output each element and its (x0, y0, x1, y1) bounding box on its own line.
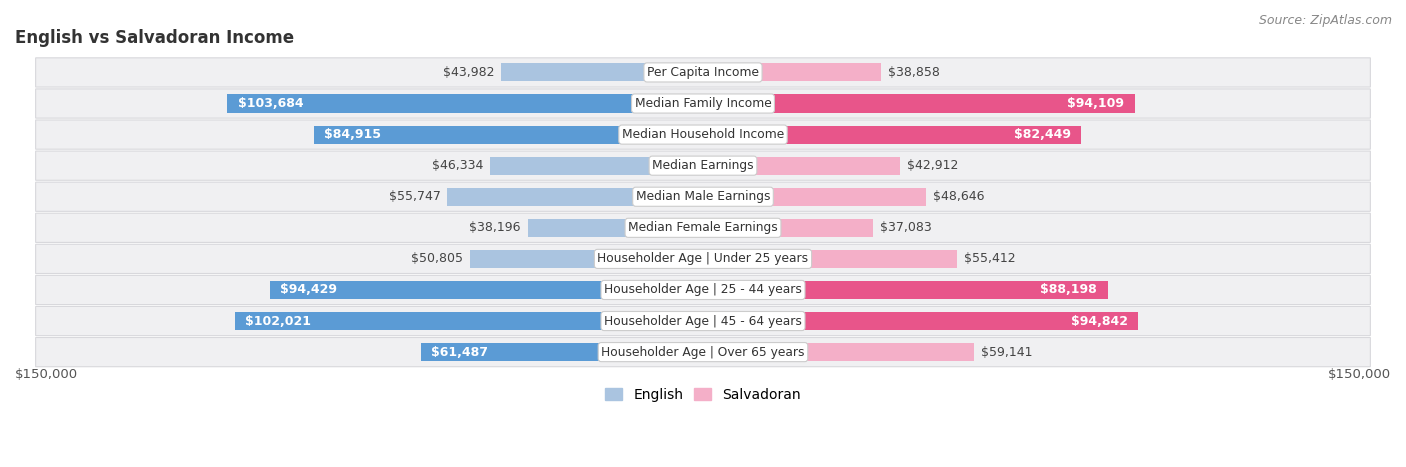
Text: Per Capita Income: Per Capita Income (647, 66, 759, 79)
Text: Median Female Earnings: Median Female Earnings (628, 221, 778, 234)
Bar (491, 156, 703, 175)
Bar (502, 64, 703, 81)
FancyBboxPatch shape (35, 213, 1371, 242)
Text: Source: ZipAtlas.com: Source: ZipAtlas.com (1258, 14, 1392, 27)
Bar (703, 343, 974, 361)
Text: Householder Age | Under 25 years: Householder Age | Under 25 years (598, 252, 808, 265)
Text: $59,141: $59,141 (981, 346, 1032, 359)
Bar (420, 343, 703, 361)
Text: $42,912: $42,912 (907, 159, 957, 172)
Bar (228, 94, 703, 113)
Bar (270, 281, 703, 299)
FancyBboxPatch shape (35, 182, 1371, 212)
Text: $38,858: $38,858 (889, 66, 941, 79)
Text: Median Earnings: Median Earnings (652, 159, 754, 172)
FancyBboxPatch shape (35, 276, 1371, 304)
Text: $50,805: $50,805 (411, 252, 463, 265)
Text: English vs Salvadoran Income: English vs Salvadoran Income (15, 29, 294, 47)
Bar (527, 219, 703, 237)
Text: Householder Age | Over 65 years: Householder Age | Over 65 years (602, 346, 804, 359)
Text: $88,198: $88,198 (1040, 283, 1097, 297)
FancyBboxPatch shape (35, 151, 1371, 180)
Text: $94,109: $94,109 (1067, 97, 1125, 110)
Text: $37,083: $37,083 (880, 221, 932, 234)
Bar (235, 312, 703, 330)
Bar (703, 94, 1135, 113)
Bar (703, 156, 900, 175)
Text: $46,334: $46,334 (432, 159, 484, 172)
FancyBboxPatch shape (35, 120, 1371, 149)
Text: $150,000: $150,000 (15, 368, 79, 381)
Text: $43,982: $43,982 (443, 66, 495, 79)
Bar (703, 64, 882, 81)
Text: Median Male Earnings: Median Male Earnings (636, 190, 770, 203)
Bar (314, 126, 703, 143)
Bar (703, 126, 1081, 143)
FancyBboxPatch shape (35, 89, 1371, 118)
FancyBboxPatch shape (35, 58, 1371, 87)
Text: Householder Age | 45 - 64 years: Householder Age | 45 - 64 years (605, 315, 801, 327)
Text: $48,646: $48,646 (934, 190, 984, 203)
Text: $82,449: $82,449 (1014, 128, 1071, 141)
Bar (703, 250, 957, 268)
Text: $94,842: $94,842 (1071, 315, 1128, 327)
Bar (703, 281, 1108, 299)
Text: $102,021: $102,021 (246, 315, 311, 327)
Text: Median Family Income: Median Family Income (634, 97, 772, 110)
Text: $103,684: $103,684 (238, 97, 304, 110)
FancyBboxPatch shape (35, 338, 1371, 367)
Text: $150,000: $150,000 (1327, 368, 1391, 381)
Bar (470, 250, 703, 268)
Text: $38,196: $38,196 (470, 221, 522, 234)
Text: Householder Age | 25 - 44 years: Householder Age | 25 - 44 years (605, 283, 801, 297)
FancyBboxPatch shape (35, 244, 1371, 274)
Bar (703, 312, 1137, 330)
Bar (703, 188, 927, 206)
Text: Median Household Income: Median Household Income (621, 128, 785, 141)
Bar (447, 188, 703, 206)
Text: $84,915: $84,915 (323, 128, 381, 141)
Text: $55,412: $55,412 (965, 252, 1015, 265)
Text: $94,429: $94,429 (280, 283, 337, 297)
Bar (703, 219, 873, 237)
FancyBboxPatch shape (35, 306, 1371, 336)
Legend: English, Salvadoran: English, Salvadoran (600, 382, 806, 407)
Text: $55,747: $55,747 (388, 190, 440, 203)
Text: $61,487: $61,487 (432, 346, 488, 359)
